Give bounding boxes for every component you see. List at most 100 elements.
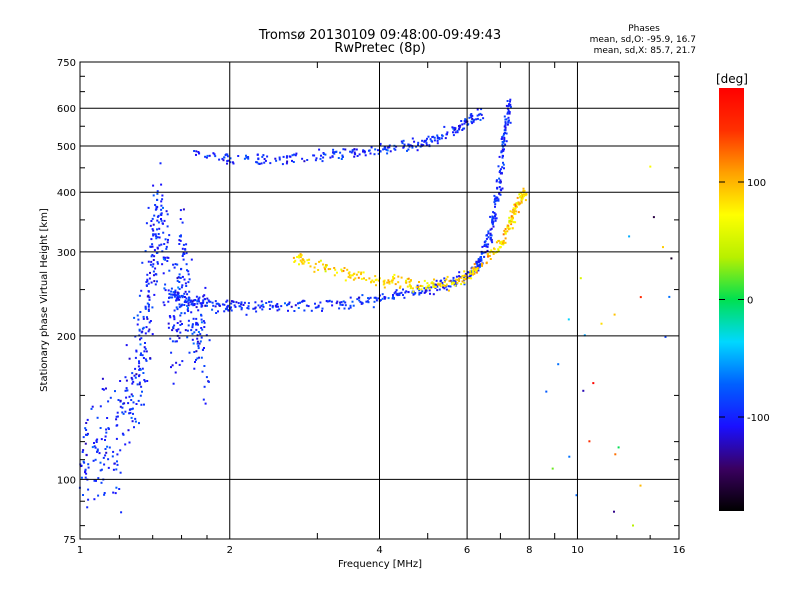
data-point — [176, 308, 179, 311]
data-point — [363, 277, 365, 280]
data-point — [501, 140, 504, 143]
data-point — [426, 282, 429, 285]
data-point — [202, 299, 205, 302]
data-point — [473, 263, 476, 266]
data-point — [180, 286, 183, 289]
data-point — [143, 403, 145, 406]
data-point — [150, 220, 153, 222]
data-point — [136, 383, 139, 386]
data-point — [445, 278, 448, 281]
data-point — [464, 274, 466, 277]
data-point — [383, 148, 386, 150]
x-axis: 1 2 4 6 8 10 16 — [77, 62, 685, 556]
data-point — [509, 100, 511, 103]
data-point — [129, 411, 132, 414]
data-point — [226, 160, 229, 162]
data-point — [349, 306, 352, 309]
data-point — [393, 147, 396, 150]
data-point — [177, 286, 180, 289]
data-point — [130, 408, 133, 411]
data-point — [180, 304, 183, 307]
data-point — [152, 270, 155, 273]
data-point — [128, 357, 131, 360]
data-point — [147, 308, 150, 311]
data-point — [423, 279, 426, 282]
data-point — [487, 255, 489, 258]
data-point — [470, 277, 473, 280]
data-point — [177, 328, 180, 331]
data-point — [264, 159, 267, 162]
data-point — [164, 258, 167, 261]
data-point — [107, 466, 110, 469]
data-point — [172, 382, 175, 385]
data-point — [188, 351, 191, 354]
data-point — [246, 307, 249, 309]
data-point — [140, 403, 143, 406]
data-point — [436, 285, 439, 288]
data-point — [263, 158, 266, 160]
data-point — [124, 410, 127, 413]
data-point — [127, 429, 130, 432]
data-point — [381, 297, 384, 300]
data-point — [472, 271, 475, 274]
data-point — [416, 287, 419, 290]
data-point — [125, 379, 128, 382]
data-point — [505, 104, 508, 107]
data-point — [178, 363, 181, 366]
data-point — [324, 153, 327, 156]
data-point — [344, 148, 347, 151]
data-point — [400, 276, 403, 279]
data-point — [115, 468, 118, 471]
data-point — [104, 435, 107, 438]
data-point — [432, 282, 435, 285]
data-point — [500, 171, 503, 174]
data-point — [357, 276, 360, 279]
data-point — [322, 153, 325, 155]
data-point — [152, 194, 155, 197]
data-point — [379, 150, 382, 153]
data-point — [180, 294, 183, 297]
data-point — [372, 306, 375, 309]
data-point — [261, 155, 264, 158]
data-point — [214, 300, 217, 303]
data-point — [495, 179, 498, 182]
data-point — [153, 214, 156, 217]
data-point — [179, 276, 182, 279]
data-point — [227, 159, 230, 162]
chart-subtitle: RwPretec (8p) — [334, 41, 425, 56]
data-point — [393, 273, 396, 276]
data-point — [367, 297, 369, 300]
data-point — [137, 365, 140, 368]
x-tick-label: 1 — [77, 545, 83, 556]
data-point — [195, 328, 198, 331]
data-point — [240, 308, 243, 311]
data-point — [613, 510, 615, 513]
data-point — [119, 380, 122, 382]
data-point — [175, 294, 178, 297]
data-point — [392, 275, 394, 278]
data-point — [501, 143, 504, 146]
data-point — [458, 275, 461, 278]
data-point — [181, 247, 184, 250]
data-point — [85, 453, 88, 456]
data-point — [472, 120, 475, 123]
data-point — [445, 283, 448, 286]
data-point — [463, 127, 466, 130]
data-point — [335, 302, 338, 305]
data-point — [438, 288, 441, 291]
data-point — [454, 279, 457, 282]
data-point — [185, 243, 188, 246]
data-point — [187, 281, 190, 284]
data-point — [167, 256, 170, 259]
data-point — [331, 155, 334, 158]
data-point — [280, 305, 283, 308]
data-point — [499, 168, 502, 171]
data-point — [101, 388, 104, 390]
data-point — [87, 498, 90, 501]
data-point — [195, 358, 197, 361]
data-point — [124, 389, 127, 392]
data-point — [177, 292, 180, 295]
data-point — [178, 281, 181, 283]
data-point — [420, 291, 423, 294]
data-point — [201, 304, 204, 307]
